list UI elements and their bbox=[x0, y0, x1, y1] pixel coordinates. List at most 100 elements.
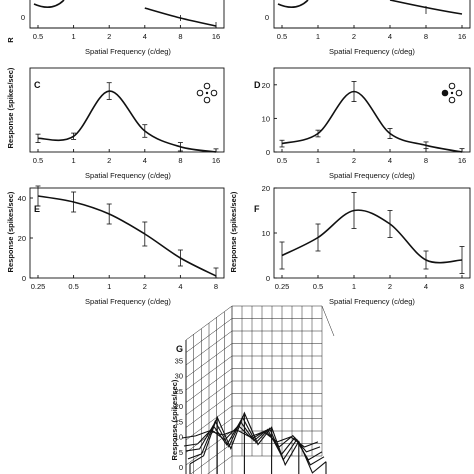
ylabel-f: Response (spikes/sec) bbox=[229, 191, 238, 272]
panel-1-frame bbox=[273, 0, 471, 29]
panel-label-f: F bbox=[254, 204, 260, 214]
xtick-label: 16 bbox=[458, 32, 466, 41]
xtick-label: 2 bbox=[143, 282, 147, 291]
glyph-four-open-circles-icon bbox=[196, 82, 218, 104]
series-line bbox=[277, 0, 309, 8]
ylabel-e: Response (spikes/sec) bbox=[6, 191, 15, 272]
ytick-label: 20 bbox=[262, 184, 270, 193]
xtick-label: 2 bbox=[352, 156, 356, 165]
xlabel-a: Spatial Frequency (c/deg) bbox=[85, 47, 171, 56]
panel-frame bbox=[273, 187, 471, 279]
panels-group: 0.5 1 2 4 8 16 0 0.5 1 2 4 8 16 0 0.5 1 2 4 8 16 0.5 1 2 4 8 16 0 1… bbox=[18, 0, 471, 474]
series-line bbox=[144, 7, 217, 27]
ylabel-a: R bbox=[6, 37, 15, 43]
xtick-label: 4 bbox=[388, 32, 392, 41]
panel-0-frame bbox=[29, 0, 225, 29]
xtick-label: 4 bbox=[143, 156, 147, 165]
series-line-head bbox=[33, 0, 65, 8]
xtick-label: 0.5 bbox=[277, 32, 287, 41]
surface-line bbox=[181, 429, 319, 448]
xtick-label: 0.25 bbox=[275, 282, 290, 291]
panel-label-c: C bbox=[34, 80, 41, 90]
ytick-label: 0 bbox=[266, 148, 270, 157]
series-line-tail bbox=[389, 0, 463, 15]
glyph-circle bbox=[203, 96, 211, 104]
ztick-label: 15 bbox=[175, 417, 183, 426]
series-line bbox=[281, 90, 463, 153]
xtick-label: 2 bbox=[107, 32, 111, 41]
xtick-label: 8 bbox=[178, 156, 182, 165]
ztick-label: 30 bbox=[175, 372, 183, 381]
xtick-label: 2 bbox=[107, 156, 111, 165]
ytick-label: 20 bbox=[18, 234, 26, 243]
glyph-circle bbox=[455, 89, 463, 97]
xtick-label: 8 bbox=[424, 156, 428, 165]
ztick-label: 35 bbox=[175, 356, 183, 365]
glyph-circle bbox=[210, 89, 218, 97]
xtick-label: 1 bbox=[72, 156, 76, 165]
surface-line bbox=[185, 420, 323, 461]
panel-frame bbox=[273, 67, 471, 153]
glyph-center-dot bbox=[450, 91, 454, 95]
xtick-label: 1 bbox=[72, 32, 76, 41]
glyph-center-dot bbox=[205, 91, 209, 95]
ylabel-c: Response (spikes/sec) bbox=[6, 67, 15, 148]
xlabel-c: Spatial Frequency (c/deg) bbox=[85, 171, 171, 180]
xtick-label: 1 bbox=[316, 32, 320, 41]
xtick-label: 2 bbox=[352, 32, 356, 41]
xtick-label: 0.5 bbox=[313, 282, 323, 291]
xtick-label: 8 bbox=[214, 282, 218, 291]
ztick-label: 10 bbox=[175, 433, 183, 442]
xtick-label: 4 bbox=[388, 156, 392, 165]
glyph-circle bbox=[441, 89, 449, 97]
xtick-label: 1 bbox=[352, 282, 356, 291]
ztick-label: 0 bbox=[179, 463, 183, 472]
glyph-circle bbox=[448, 96, 456, 104]
xtick-label: 2 bbox=[388, 282, 392, 291]
xtick-label: 16 bbox=[212, 32, 220, 41]
xlabel-e: Spatial Frequency (c/deg) bbox=[85, 297, 171, 306]
panel-label-d: D bbox=[254, 80, 261, 90]
xtick-label: 0.5 bbox=[33, 156, 43, 165]
xlabel-d: Spatial Frequency (c/deg) bbox=[329, 171, 415, 180]
series-line bbox=[37, 195, 217, 277]
xtick-label: 0.25 bbox=[31, 282, 46, 291]
panel-frame bbox=[29, 187, 225, 279]
xtick-label: 4 bbox=[178, 282, 182, 291]
series-line bbox=[37, 90, 217, 153]
xlabel-b: Spatial Frequency (c/deg) bbox=[329, 47, 415, 56]
glyph-four-circles-one-filled-icon bbox=[441, 82, 463, 104]
xtick-label: 4 bbox=[143, 32, 147, 41]
grid-line bbox=[321, 305, 335, 337]
ztick-label: 5 bbox=[179, 448, 183, 457]
ytick-label: 20 bbox=[262, 81, 270, 90]
ytick-label: 0 bbox=[22, 274, 26, 283]
zlabel-g: Response (spikes/sec) bbox=[170, 379, 179, 460]
xtick-label: 16 bbox=[212, 156, 220, 165]
ztick-label: 20 bbox=[175, 402, 183, 411]
ytick-label: 0 bbox=[265, 13, 269, 22]
panel-label-g: G bbox=[176, 344, 183, 354]
ytick-label: 10 bbox=[262, 114, 270, 123]
panel-label-e: E bbox=[34, 204, 40, 214]
ytick-label: 0 bbox=[21, 13, 25, 22]
series-line bbox=[281, 209, 463, 264]
xtick-label: 0.5 bbox=[68, 282, 78, 291]
ztick-label: 25 bbox=[175, 387, 183, 396]
xlabel-f: Spatial Frequency (c/deg) bbox=[329, 297, 415, 306]
ytick-label: 0 bbox=[266, 274, 270, 283]
xtick-label: 0.5 bbox=[277, 156, 287, 165]
glyph-circle bbox=[203, 82, 211, 90]
ytick-label: 40 bbox=[18, 194, 26, 203]
xtick-label: 1 bbox=[316, 156, 320, 165]
panel-frame bbox=[29, 67, 225, 153]
xtick-label: 8 bbox=[424, 32, 428, 41]
xtick-label: 4 bbox=[424, 282, 428, 291]
xtick-label: 16 bbox=[458, 156, 466, 165]
xtick-label: 1 bbox=[107, 282, 111, 291]
xtick-label: 8 bbox=[460, 282, 464, 291]
glyph-circle bbox=[448, 82, 456, 90]
xtick-label: 0.5 bbox=[33, 32, 43, 41]
glyph-circle bbox=[196, 89, 204, 97]
